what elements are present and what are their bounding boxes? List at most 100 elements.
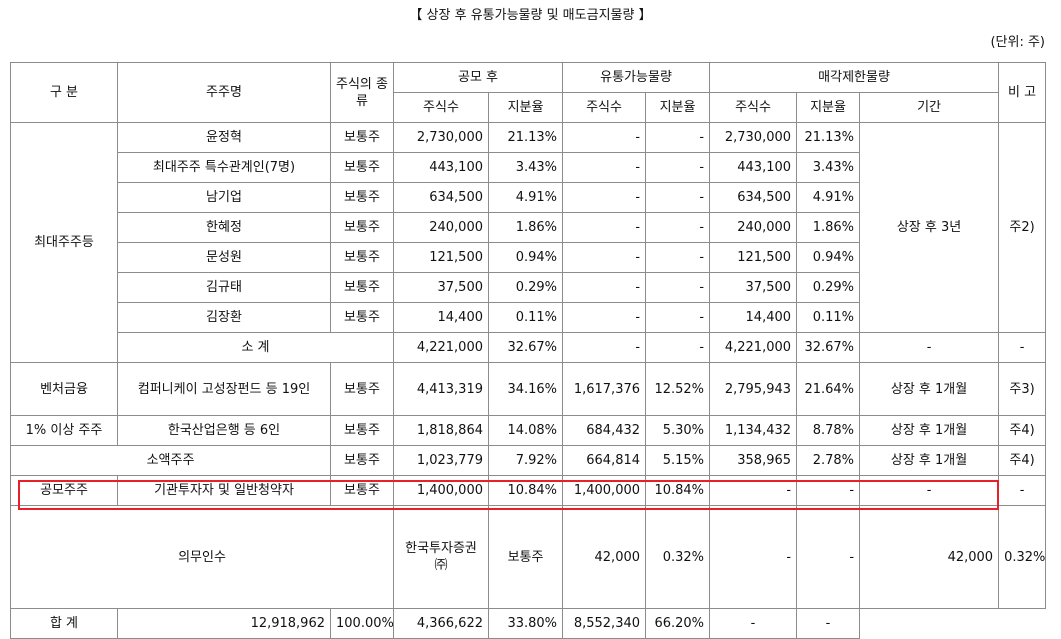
cell: 2,730,000 bbox=[709, 122, 798, 153]
cell: - bbox=[709, 505, 798, 609]
header-cell: 지분율 bbox=[796, 92, 861, 123]
cell: - bbox=[562, 212, 647, 243]
cell: - bbox=[709, 608, 798, 639]
cell: 0.29% bbox=[796, 272, 861, 303]
cell: 34.16% bbox=[487, 362, 564, 416]
cell: 37,500 bbox=[393, 272, 489, 303]
cell: 21.64% bbox=[796, 362, 861, 416]
cell: 보통주 bbox=[330, 415, 394, 446]
cell: - bbox=[562, 272, 647, 303]
cell: 8.78% bbox=[796, 415, 861, 446]
cell: 보통주 bbox=[330, 122, 394, 153]
cell: 684,432 bbox=[562, 415, 647, 446]
cell: 32.67% bbox=[487, 332, 564, 363]
table-row: 소액주주 보통주 1,023,779 7.92% 664,814 5.15% 358,965… bbox=[10, 445, 1047, 476]
cell: - bbox=[859, 475, 1000, 506]
header-cell: 기간 bbox=[859, 92, 1000, 123]
cell: 664,814 bbox=[562, 445, 647, 476]
cell: 12,918,962 bbox=[117, 608, 331, 639]
cell: 공모주주 bbox=[10, 475, 118, 506]
cell: 0.94% bbox=[487, 242, 564, 273]
cell: 벤처금융 bbox=[10, 362, 118, 416]
page: {"title": "【 상장 후 유통가능물량 및 매도금지물량 】", "u… bbox=[10, 8, 1047, 639]
header-cell: 공모 후 bbox=[392, 62, 564, 93]
cell: 한혜정 bbox=[117, 212, 331, 243]
cell: - bbox=[645, 302, 711, 333]
cell: 32.67% bbox=[796, 332, 861, 363]
header-cell: 주식수 bbox=[393, 92, 489, 123]
cell: - bbox=[562, 332, 647, 363]
cell: 10.84% bbox=[645, 475, 711, 506]
cell: 42,000 bbox=[562, 505, 647, 609]
cell: - bbox=[859, 332, 1000, 363]
cell: 14,400 bbox=[393, 302, 489, 333]
cell: 윤정혁 bbox=[117, 122, 331, 153]
cell: 0.29% bbox=[487, 272, 564, 303]
cell: 14.08% bbox=[487, 415, 564, 446]
cell: 1,818,864 bbox=[393, 415, 489, 446]
cell: - bbox=[796, 505, 861, 609]
cell: 보통주 bbox=[330, 182, 394, 213]
cell: 컴퍼니케이 고성장펀드 등 19인 bbox=[117, 362, 331, 416]
cell: 상장 후 3년 bbox=[859, 122, 1000, 333]
cell: 상장 후 1개월 bbox=[859, 415, 1000, 446]
cell: - bbox=[562, 122, 647, 153]
cell: 최대주주 특수관계인(7명) bbox=[117, 152, 331, 183]
cell: 8,552,340 bbox=[562, 608, 647, 639]
cell: - bbox=[562, 242, 647, 273]
cell: 주4) bbox=[998, 445, 1047, 476]
cell: 1,400,000 bbox=[562, 475, 647, 506]
cell: - bbox=[645, 212, 711, 243]
cell: - bbox=[645, 122, 711, 153]
cell: 주2) bbox=[998, 122, 1047, 333]
table-row: 최대주주등 윤정혁 보통주 2,730,000 21.13% - -2,730,000 21.… bbox=[10, 122, 1047, 363]
cell: 21.13% bbox=[487, 122, 564, 153]
cell: 의무인수 bbox=[10, 505, 394, 609]
cell: 7.92% bbox=[487, 445, 564, 476]
cell: - bbox=[709, 475, 798, 506]
header-cell: 주식의 종류 bbox=[330, 62, 394, 123]
cell: 기관투자자 및 일반청약자 bbox=[117, 475, 331, 506]
cell: 5.15% bbox=[645, 445, 711, 476]
cell: 2,795,943 bbox=[709, 362, 798, 416]
cell: - bbox=[796, 608, 861, 639]
header-cell: 지분율 bbox=[487, 92, 564, 123]
cell: 37,500 bbox=[709, 272, 798, 303]
cell: 주3) bbox=[998, 362, 1047, 416]
table-row: 한혜정 보통주 240,000 1.86% - -240,000 1.86% bbox=[11, 212, 1046, 243]
cell: 보통주 bbox=[330, 212, 394, 243]
table-body: 최대주주등 윤정혁 보통주 2,730,000 21.13% - -2,730,000 21.… bbox=[10, 122, 1047, 639]
cell: 0.11% bbox=[796, 302, 861, 333]
cell: 남기업 bbox=[117, 182, 331, 213]
header-cell: 매각제한물량 bbox=[709, 62, 1000, 93]
cell: 상장 후 1개월 bbox=[859, 362, 1000, 416]
cell: 보통주 bbox=[330, 475, 394, 506]
header-cell: 주식수 bbox=[562, 92, 647, 123]
table-row: 남기업 보통주 634,500 4.91% - -634,500 4.91% bbox=[11, 182, 1046, 213]
cell: 보통주 bbox=[487, 505, 564, 609]
cell: - bbox=[998, 475, 1047, 506]
cell: 1,023,779 bbox=[393, 445, 489, 476]
cell: - bbox=[645, 152, 711, 183]
cell: 3.43% bbox=[487, 152, 564, 183]
cell: 33.80% bbox=[487, 608, 564, 639]
cell: 634,500 bbox=[393, 182, 489, 213]
cell: 0.11% bbox=[487, 302, 564, 333]
header-cell: 비 고 bbox=[998, 62, 1047, 123]
table-row: 문성원 보통주 121,500 0.94% - -121,500 0.94% bbox=[11, 242, 1046, 273]
cell: 김장환 bbox=[117, 302, 331, 333]
table-row: 1% 이상 주주 한국산업은행 등 6인 보통주 1,818,864 14.08% 684… bbox=[10, 415, 1047, 446]
cell: - bbox=[562, 152, 647, 183]
header-cell: 지분율 bbox=[645, 92, 711, 123]
cell: 3.43% bbox=[796, 152, 861, 183]
cell: 소 계 bbox=[117, 332, 394, 363]
cell: 보통주 bbox=[330, 445, 394, 476]
header-cell: 유통가능물량 bbox=[562, 62, 711, 93]
cell: - bbox=[645, 242, 711, 273]
header-cell: 구 분 bbox=[10, 62, 118, 123]
table-row: 최대주주 특수관계인(7명) 보통주 443,100 3.43% - -443,100 3.… bbox=[11, 152, 1046, 183]
table-row: 김장환 보통주 14,400 0.11% - -14,400 0.11% bbox=[11, 302, 1046, 333]
cell: 문성원 bbox=[117, 242, 331, 273]
cell: 4,413,319 bbox=[393, 362, 489, 416]
cell: 1% 이상 주주 bbox=[10, 415, 118, 446]
